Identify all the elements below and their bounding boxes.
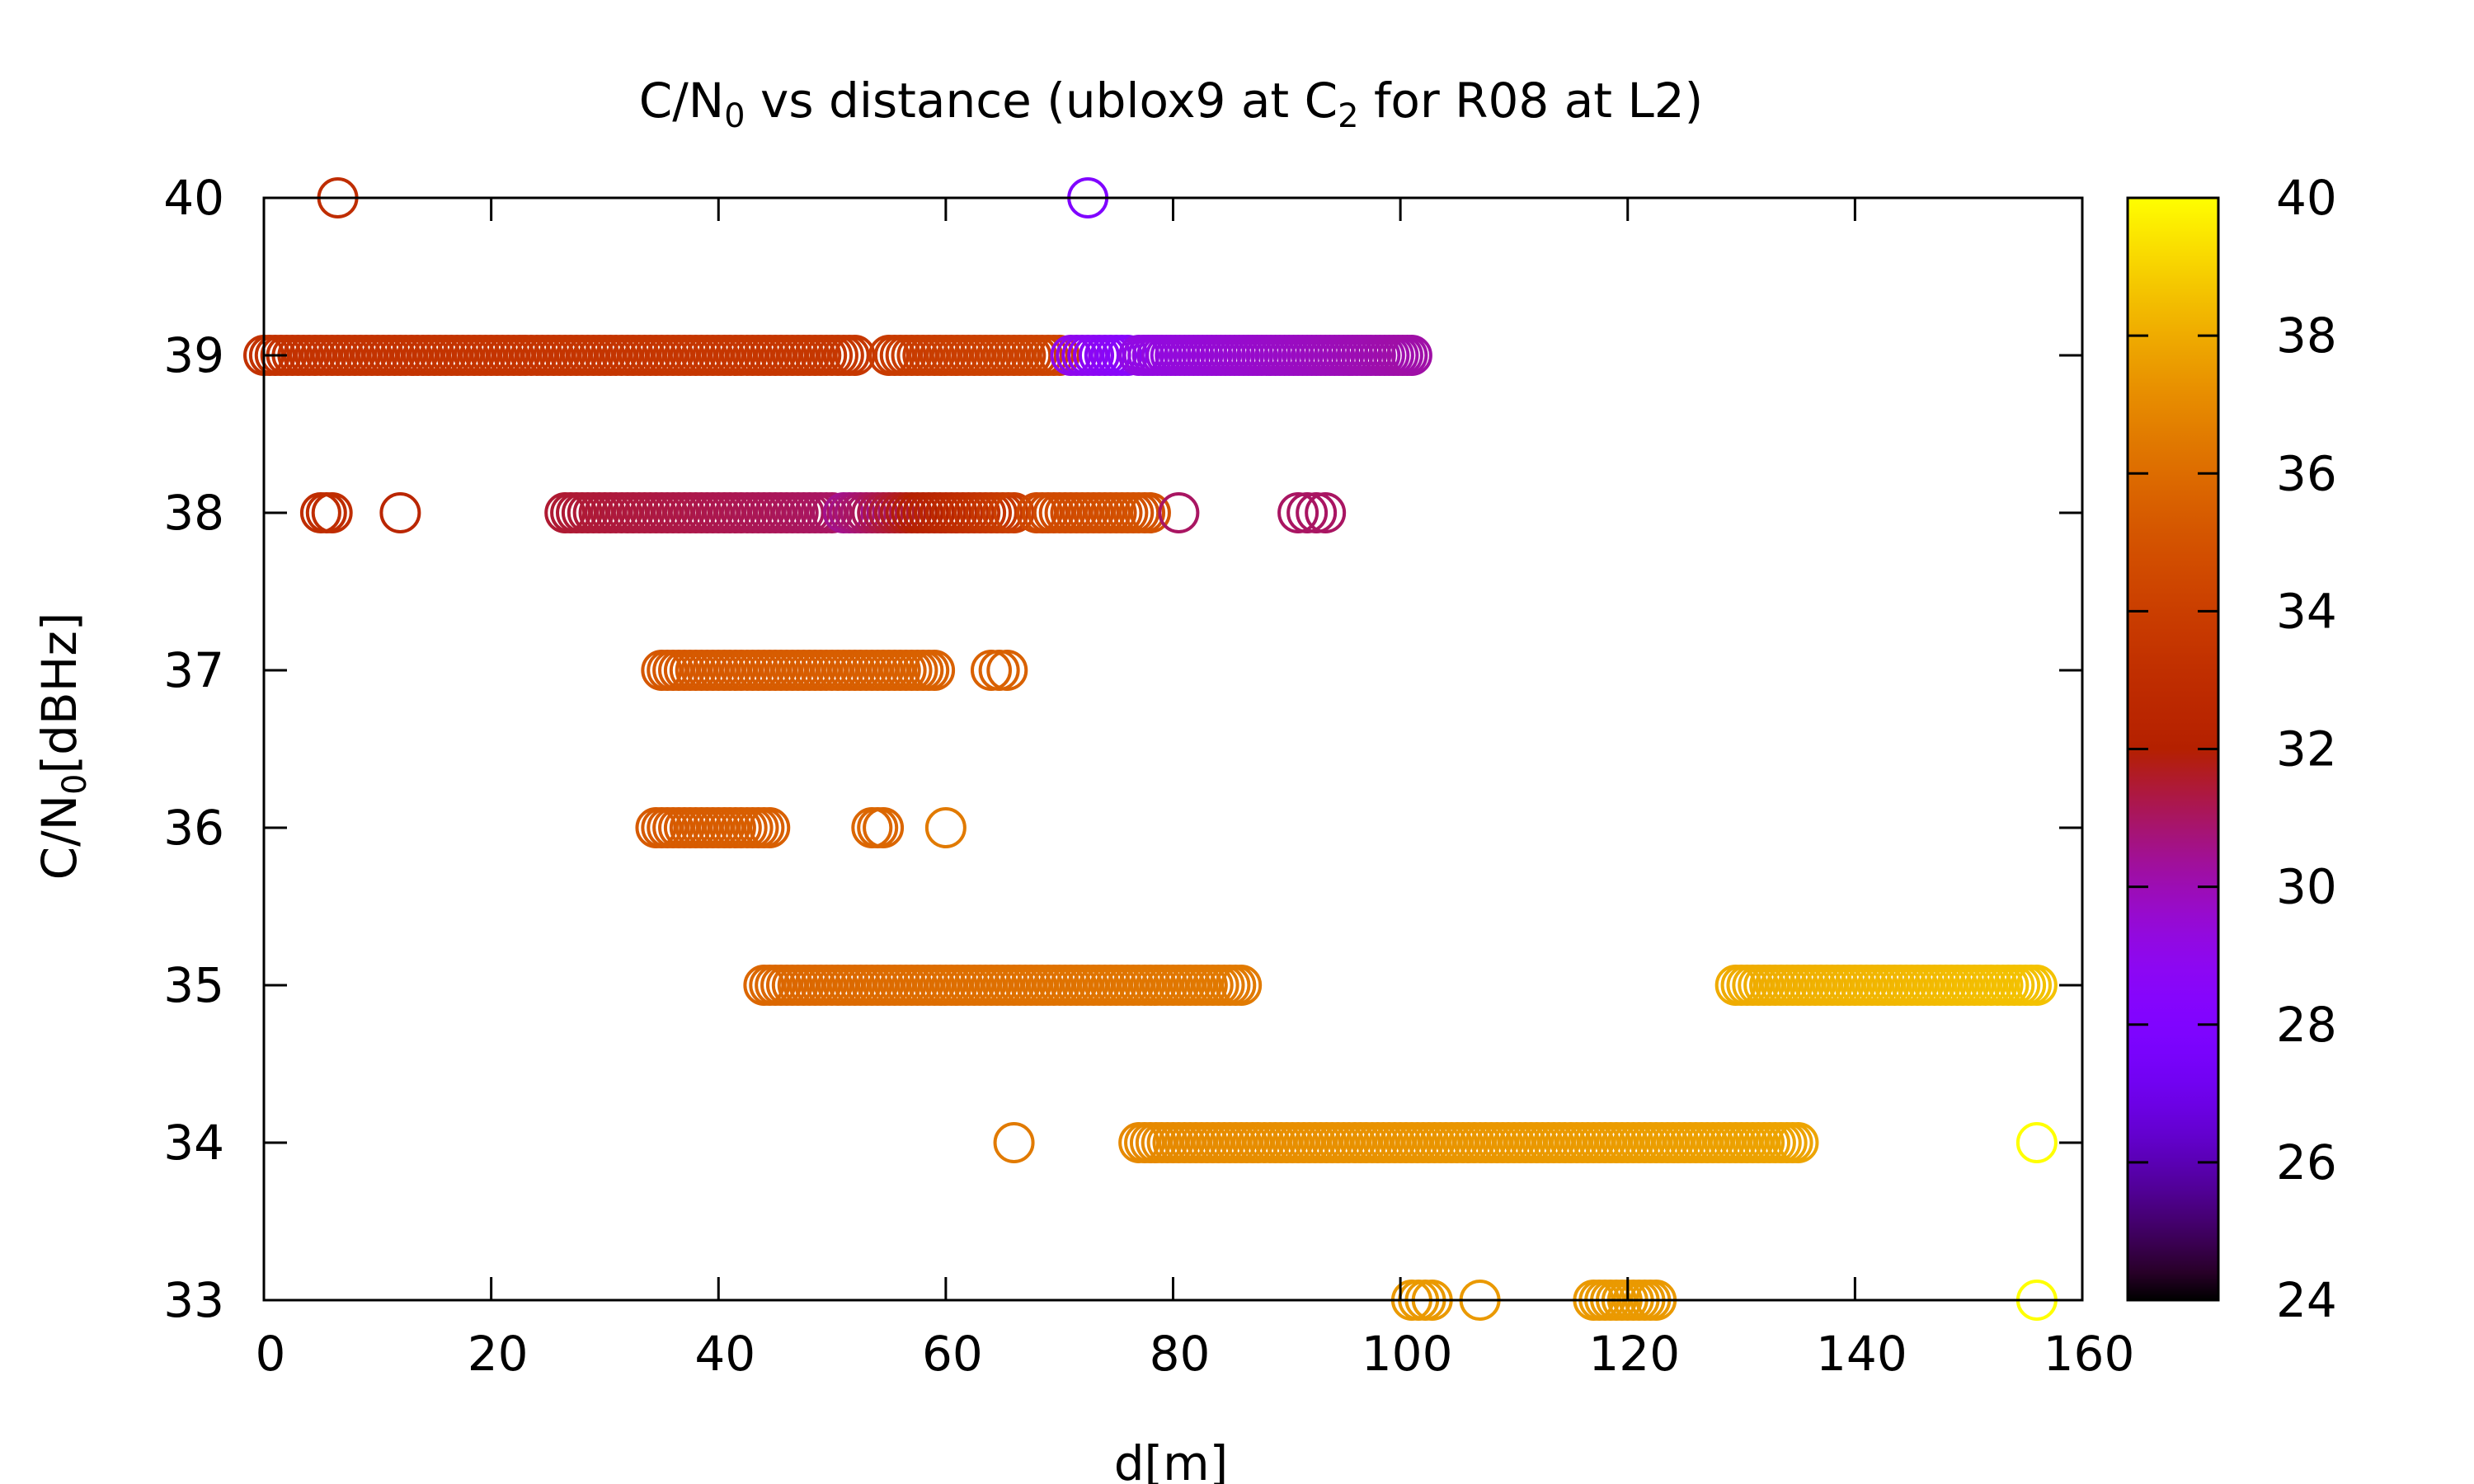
data-point xyxy=(1129,492,1171,533)
x-tick-labels: 0 20 40 60 80 100 120 140 160 xyxy=(256,1326,2135,1382)
x-axis-title: d[m] xyxy=(1114,1435,1229,1484)
colorbar-tick-label: 24 xyxy=(2276,1272,2337,1328)
data-point xyxy=(986,650,1028,691)
svg-text:C/N0[dBHz]: C/N0[dBHz] xyxy=(31,613,94,881)
data-point xyxy=(993,492,1035,533)
data-point xyxy=(311,492,353,533)
data-point xyxy=(749,807,791,848)
colorbar-tick-label: 28 xyxy=(2276,997,2337,1053)
x-tick-label: 160 xyxy=(2044,1326,2135,1382)
data-point xyxy=(2015,1122,2058,1163)
data-point xyxy=(924,807,967,848)
x-tick-label: 100 xyxy=(1362,1326,1453,1382)
x-tick-label: 140 xyxy=(1816,1326,1907,1382)
colorbar-tick-label: 34 xyxy=(2276,583,2337,639)
y-tick-label: 38 xyxy=(163,485,224,541)
data-point xyxy=(1777,1122,1819,1163)
data-point xyxy=(1390,335,1432,376)
data-point xyxy=(1277,492,1319,533)
y-tick-label: 34 xyxy=(163,1115,224,1171)
data-point xyxy=(1286,492,1329,533)
y-tick-labels: 33 34 35 36 37 38 39 40 xyxy=(163,170,224,1328)
data-point xyxy=(1038,335,1080,376)
colorbar-tick-label: 36 xyxy=(2276,445,2337,501)
y-axis-title: C/N0[dBHz] xyxy=(31,613,94,881)
data-point xyxy=(993,1122,1035,1163)
data-point xyxy=(834,335,876,376)
data-point xyxy=(1305,492,1347,533)
data-point xyxy=(379,492,421,533)
colorbar-ticks xyxy=(2128,196,2218,1302)
x-tick-label: 20 xyxy=(468,1326,529,1382)
colorbar-tick-label: 32 xyxy=(2276,721,2337,777)
y-tick-label: 35 xyxy=(163,957,224,1013)
data-point xyxy=(1296,492,1338,533)
data-point xyxy=(1158,492,1200,533)
y-tick-label: 39 xyxy=(163,327,224,383)
chart-title: C/N0 vs distance (ublox9 at C2 for R08 a… xyxy=(639,73,1704,135)
y-tick-label: 37 xyxy=(163,642,224,698)
x-tick-label: 80 xyxy=(1150,1326,1211,1382)
data-points xyxy=(243,177,2058,1321)
colorbar-tick-label: 30 xyxy=(2276,859,2337,915)
plot-frame xyxy=(262,196,2084,1302)
colorbar-tick-label: 40 xyxy=(2276,170,2337,226)
data-point xyxy=(2015,965,2058,1006)
y-tick-label: 36 xyxy=(163,800,224,856)
x-tick-label: 60 xyxy=(922,1326,983,1382)
x-tick-label: 120 xyxy=(1588,1326,1680,1382)
y-tick-label: 40 xyxy=(163,170,224,226)
colorbar-tick-label: 26 xyxy=(2276,1134,2337,1190)
x-tick-label: 40 xyxy=(694,1326,755,1382)
x-tick-label: 0 xyxy=(256,1326,286,1382)
data-point xyxy=(1221,965,1263,1006)
data-point xyxy=(811,492,854,533)
data-point xyxy=(914,650,956,691)
colorbar-tick-labels: 24 26 28 30 32 34 36 38 40 xyxy=(2276,170,2337,1328)
colorbar-tick-label: 38 xyxy=(2276,308,2337,364)
data-point xyxy=(863,807,905,848)
y-tick-label: 33 xyxy=(163,1272,224,1328)
